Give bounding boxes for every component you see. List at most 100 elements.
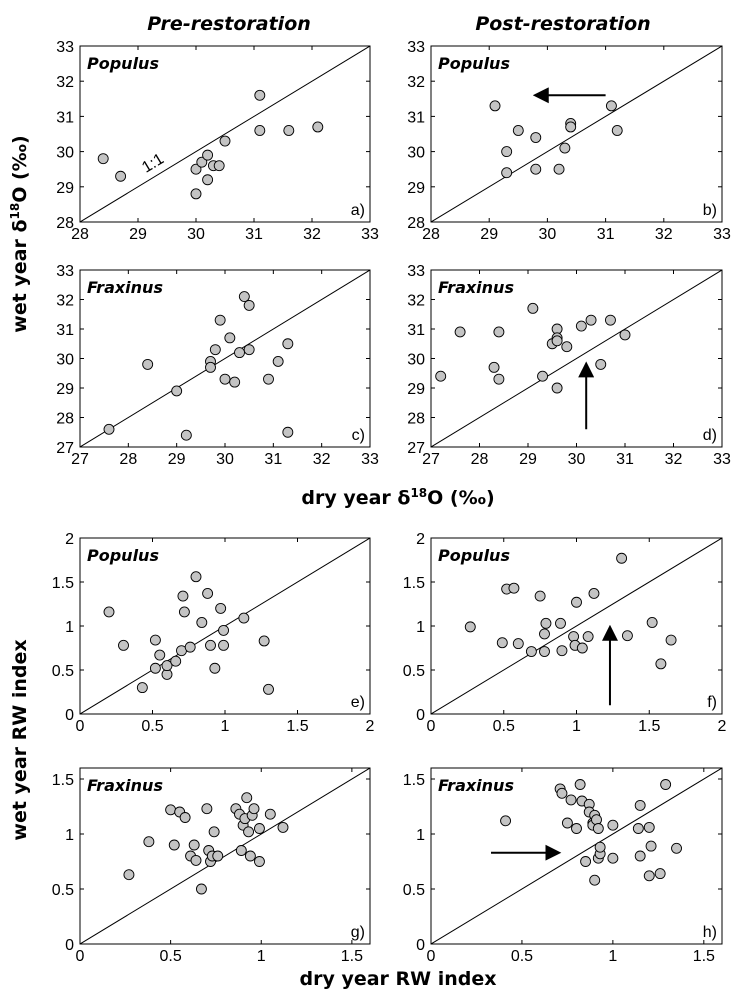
data-point [665, 634, 677, 646]
y-tick-label: 0 [416, 937, 425, 954]
data-point [574, 779, 586, 790]
plot-frame [79, 767, 371, 945]
y-tick-label: 2 [416, 531, 425, 548]
data-point [218, 624, 230, 636]
data-point [556, 787, 568, 799]
data-point [580, 856, 592, 867]
data-point [643, 870, 655, 882]
x-tick-label: 29 [480, 226, 498, 243]
x-tick-label: 30 [568, 451, 586, 468]
data-point [643, 821, 655, 833]
x-tick-label: 29 [168, 451, 186, 468]
data-point [508, 582, 520, 594]
y-tick-label: 32 [56, 74, 74, 91]
y-tick-label: 0 [416, 707, 425, 724]
data-point [585, 314, 597, 326]
y-tick-label: 1 [65, 827, 74, 844]
data-point [561, 817, 573, 829]
panel-label: h) [703, 924, 717, 941]
x-tick-label: 1 [257, 948, 266, 965]
data-point [616, 552, 628, 564]
data-point [238, 612, 250, 624]
data-point [588, 587, 600, 599]
data-point [582, 631, 594, 643]
data-point [235, 845, 247, 856]
y-tick-label: 0 [65, 937, 74, 954]
x-tick-label: 33 [361, 451, 379, 468]
x-tick-label: 2 [366, 718, 375, 735]
data-point [190, 854, 202, 866]
y-tick-label: 30 [56, 145, 74, 162]
genus-label: Populus [87, 54, 159, 73]
panels: 28 29 30 31 32 33 28 29 30 31 32 33 Populus a) 1:1 28 29… [52, 39, 731, 965]
header-pre-restoration: Pre-restoration [147, 13, 311, 35]
data-point [243, 826, 255, 838]
data-point [537, 370, 548, 382]
data-point [591, 814, 602, 826]
header-post-restoration: Post-restoration [475, 13, 650, 35]
x-tick-label: 1.5 [341, 948, 363, 965]
x-tick-label: 33 [713, 226, 731, 243]
data-point [607, 819, 619, 831]
one-to-one-line [80, 270, 370, 447]
y-tick-label: 27 [56, 440, 74, 457]
data-point [219, 373, 231, 385]
data-point [501, 146, 513, 158]
data-point [165, 804, 177, 816]
x-tick-label: 31 [245, 226, 263, 243]
y-tick-label: 28 [407, 215, 425, 232]
data-point [136, 682, 148, 694]
y-tick-label: 0.5 [403, 882, 425, 899]
y-tick-label: 31 [407, 109, 425, 126]
one-to-one-line [431, 768, 722, 944]
data-point [219, 135, 231, 147]
data-point [241, 792, 253, 804]
one-to-one-line [431, 270, 722, 447]
x-tick-label: 32 [665, 451, 683, 468]
data-point [215, 602, 227, 614]
data-point [209, 344, 221, 356]
x-tick-label: 29 [129, 226, 147, 243]
data-point [435, 370, 447, 382]
data-point [264, 808, 276, 820]
x-tick-label: 29 [519, 451, 537, 468]
data-point [660, 779, 672, 790]
x-tick-label: 31 [616, 451, 634, 468]
y-tick-label: 1 [65, 619, 74, 636]
data-point [212, 850, 224, 862]
data-point [118, 639, 129, 651]
data-point [224, 332, 236, 344]
data-point [103, 423, 115, 435]
data-point [244, 850, 256, 862]
data-point [196, 156, 208, 168]
y-tick-label: 1 [416, 619, 425, 636]
y-axis-label-bottom: wet year RW index [9, 639, 31, 840]
data-point [253, 856, 265, 867]
y-tick-label: 33 [56, 39, 74, 56]
data-point [501, 167, 513, 179]
data-point [551, 382, 563, 394]
data-point [634, 850, 646, 862]
data-point [525, 646, 537, 657]
panel-label: b) [703, 202, 717, 219]
x-tick-label: 30 [539, 226, 557, 243]
data-point [571, 596, 582, 608]
data-point [540, 617, 552, 629]
y-tick-label: 1.5 [403, 772, 425, 789]
genus-label: Populus [87, 546, 159, 565]
x-axis-label-bottom: dry year RW index [299, 968, 496, 990]
data-point [464, 621, 476, 633]
data-point [282, 426, 294, 438]
x-tick-label: 0 [76, 948, 85, 965]
y-tick-label: 28 [56, 411, 74, 428]
data-point [205, 361, 216, 373]
data-point [190, 571, 202, 583]
x-tick-label: 1 [572, 718, 581, 735]
scatter-panel-a: 28 29 30 31 32 33 28 29 30 31 32 33 Populus a) 1:1 [56, 39, 379, 243]
y-tick-label: 29 [407, 180, 425, 197]
data-point [512, 638, 524, 650]
data-point [201, 803, 213, 815]
data-point [654, 868, 666, 880]
data-point [253, 823, 265, 834]
